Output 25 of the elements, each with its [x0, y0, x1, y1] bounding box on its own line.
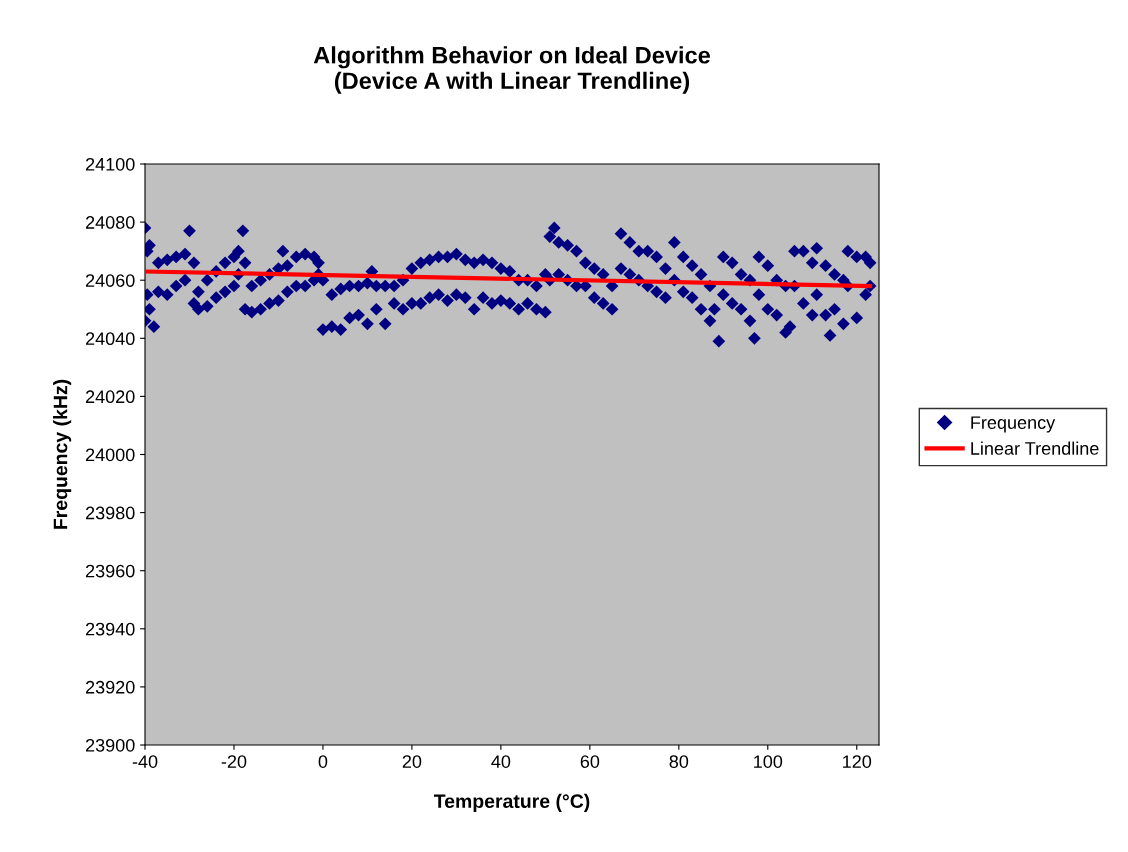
x-tick-label: 120 [843, 755, 872, 768]
x-tick-label: 60 [580, 755, 600, 768]
x-tick-label: 80 [669, 755, 689, 768]
legend-label: Frequency [971, 416, 1056, 433]
x-tick-label: 0 [318, 755, 328, 768]
y-tick-label: 23980 [85, 506, 135, 520]
chart-title: Algorithm Behavior on Ideal Device (Device A with Linear Trendline) [313, 46, 710, 94]
y-axis-title: Frequency (kHz) [53, 379, 72, 529]
x-tick-label: 100 [754, 755, 783, 768]
x-tick-label: 40 [491, 755, 511, 768]
x-axis-title: Temperature (°C) [433, 793, 590, 812]
y-tick-label: 24040 [85, 332, 135, 346]
y-tick-label: 24000 [85, 448, 135, 462]
y-tick-label: 23940 [85, 622, 135, 636]
y-tick-label: 24060 [85, 274, 135, 287]
y-tick-label: 23920 [85, 680, 135, 694]
legend-label: Linear Trendline [971, 441, 1099, 455]
y-tick-label: 23960 [85, 564, 135, 578]
x-tick-label: 20 [402, 755, 422, 768]
y-tick-label: 24080 [85, 216, 135, 229]
y-tick-label: 24100 [85, 157, 135, 171]
y-tick-label: 24020 [85, 390, 135, 404]
y-tick-label: 23900 [85, 738, 135, 752]
x-tick-label: -20 [221, 755, 247, 768]
x-tick-label: -40 [132, 755, 158, 768]
